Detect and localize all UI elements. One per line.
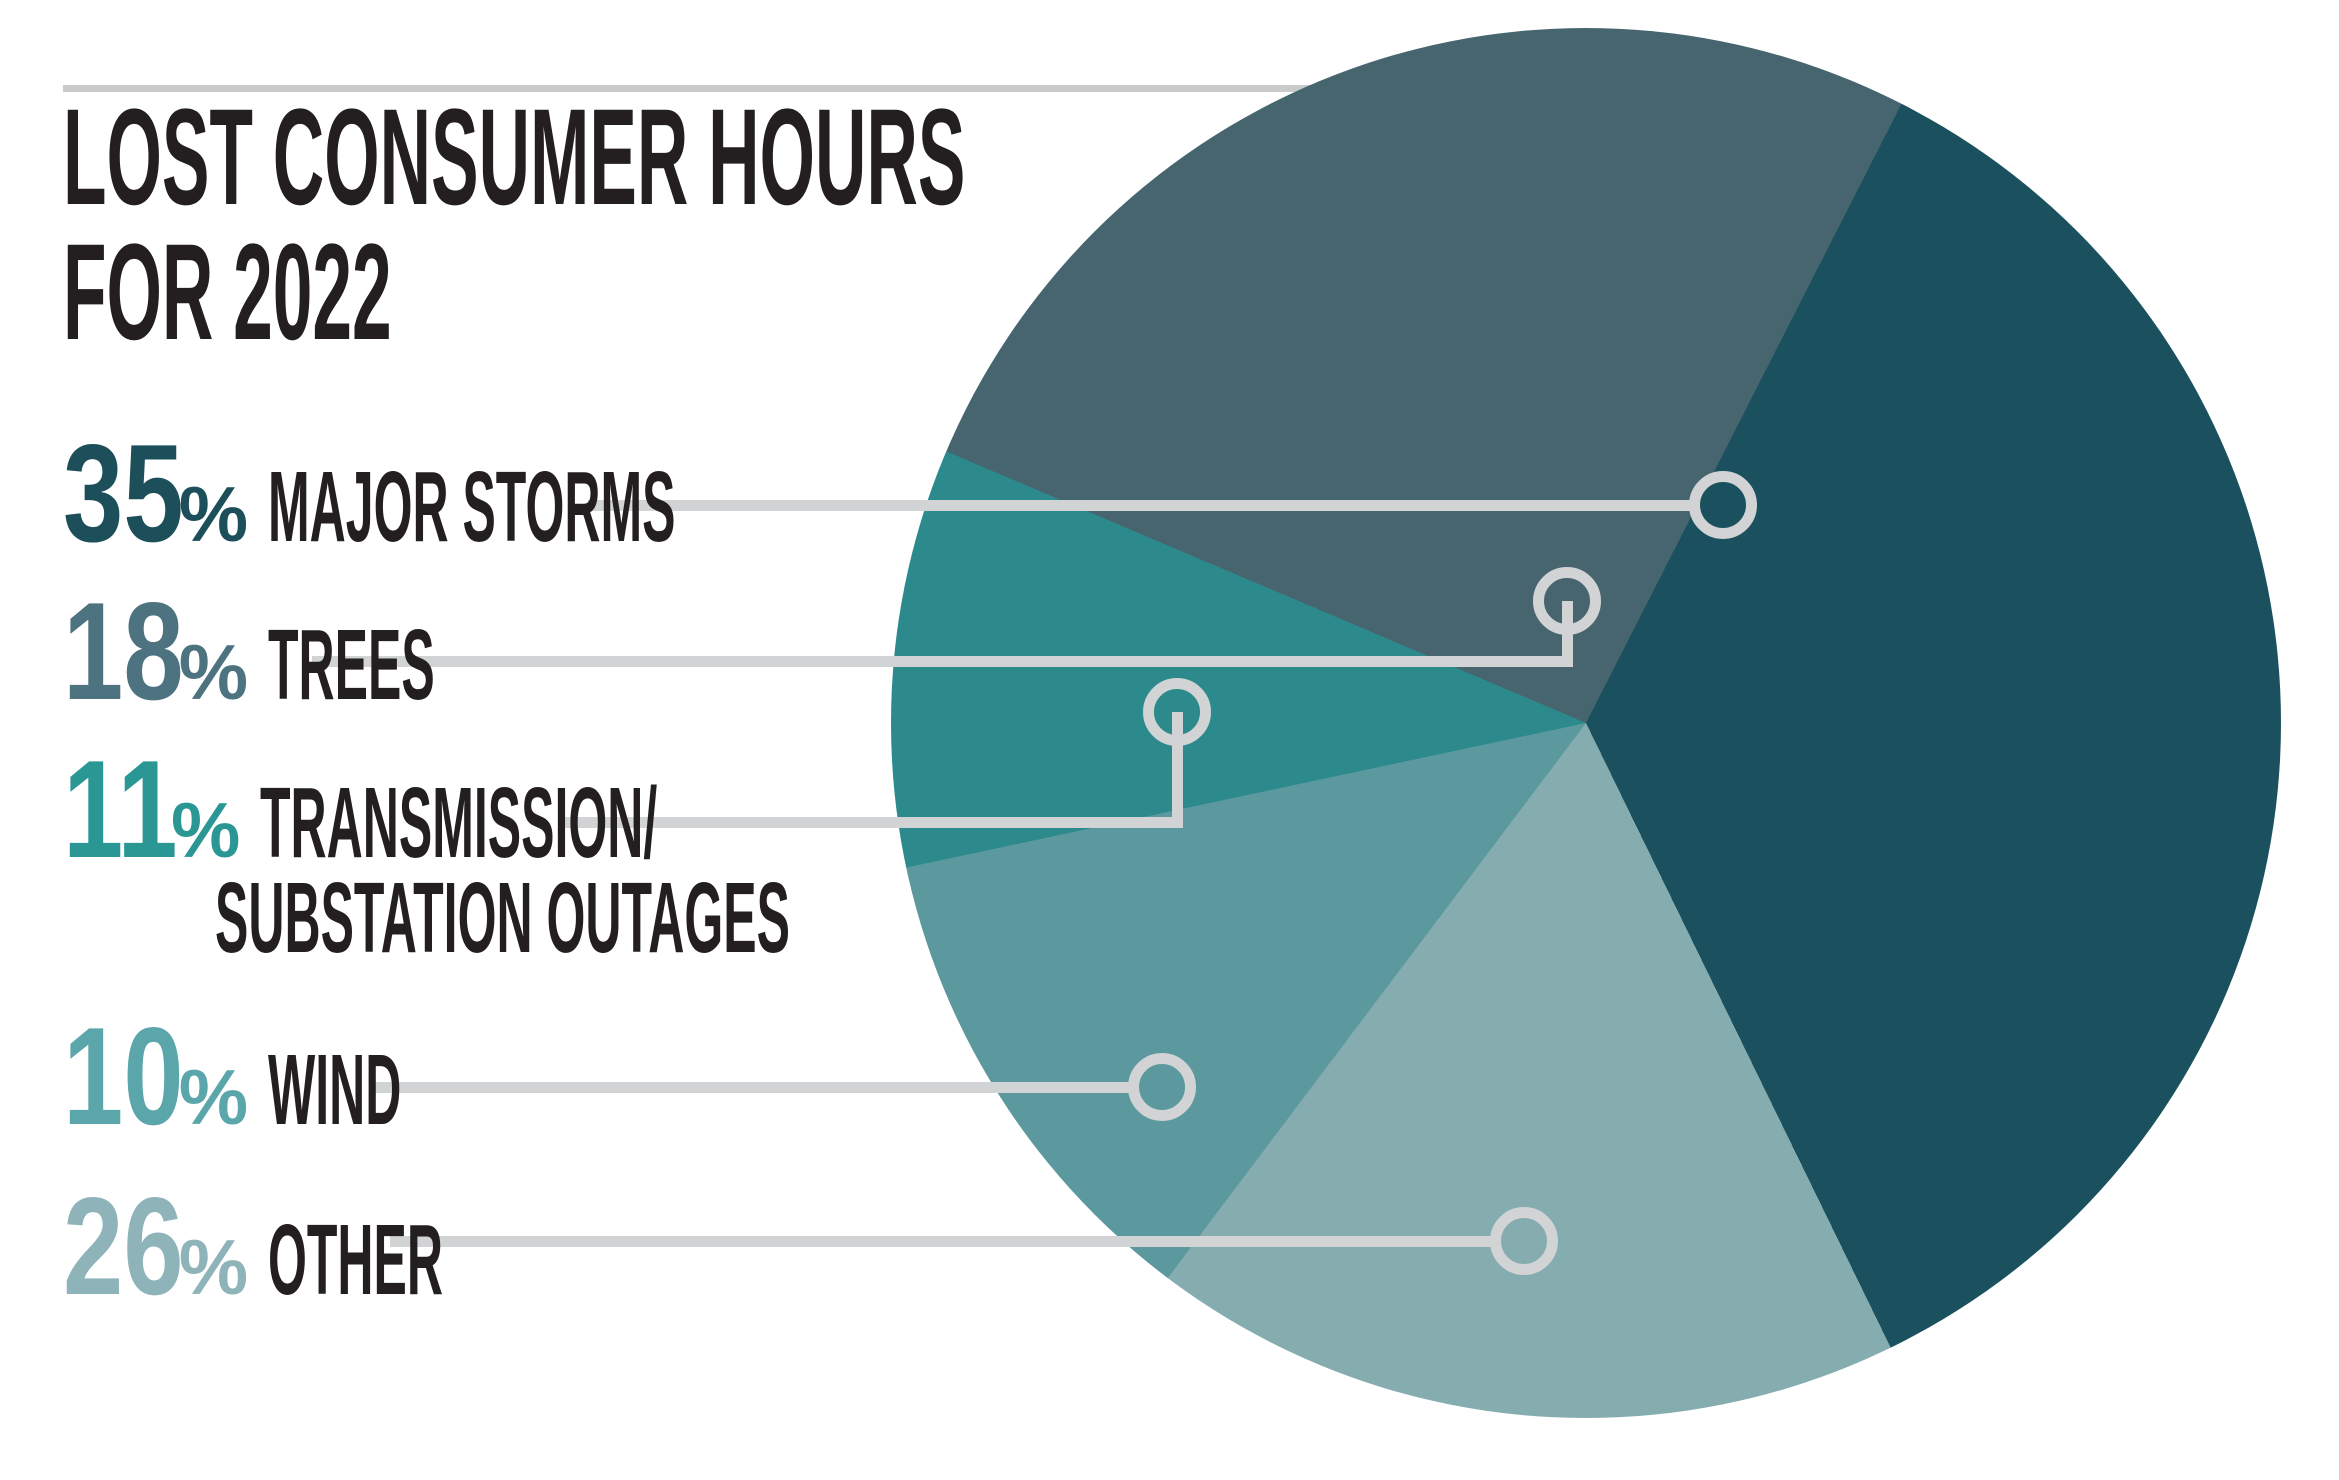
legend-percent-sign: % — [178, 470, 249, 558]
leader-line-other — [390, 1235, 1493, 1247]
legend-row-transmission: 11% TRANSMISSION/ SUBSTATION OUTAGES — [63, 732, 1055, 968]
legend-percent-sign: % — [171, 786, 241, 874]
legend-value: 18 — [63, 574, 184, 729]
leader-circle-storms — [1689, 471, 1757, 539]
leader-line-transmission — [558, 816, 1183, 828]
legend-percent-sign: % — [178, 1053, 249, 1141]
legend-row-major-storms: 35% MAJOR STORMS — [63, 424, 1083, 563]
legend-percent-sign: % — [178, 628, 249, 716]
legend-value: 11 — [63, 732, 178, 887]
leader-circle-trees — [1533, 567, 1601, 635]
leader-line-wind — [375, 1081, 1131, 1093]
pie-chart — [891, 28, 2281, 1418]
leader-line-storms — [588, 499, 1692, 511]
leader-stem-transmission — [1171, 712, 1183, 828]
title-line-2: FOR 2022 — [63, 216, 392, 369]
legend-value: 26 — [63, 1169, 184, 1324]
legend-label-line2: SUBSTATION OUTAGES — [215, 862, 790, 974]
legend-row-wind: 10% WIND — [63, 1007, 535, 1146]
legend-row-trees: 18% TREES — [63, 582, 601, 721]
leader-line-trees — [312, 655, 1572, 667]
legend-percent-sign: % — [178, 1223, 249, 1311]
leader-circle-wind — [1128, 1053, 1196, 1121]
title-line-1: LOST CONSUMER HOURS — [63, 81, 966, 234]
legend-label: TRANSMISSION/ — [260, 767, 658, 879]
leader-circle-other — [1490, 1207, 1558, 1275]
legend-label: MAJOR STORMS — [268, 451, 676, 563]
legend-label: TREES — [268, 609, 435, 721]
page-title: LOST CONSUMER HOURS FOR 2022 — [63, 81, 966, 369]
legend-row-other: 26% OTHER — [63, 1177, 618, 1316]
top-rule — [63, 84, 1313, 92]
legend-value: 10 — [63, 999, 184, 1154]
leader-circle-transmission — [1143, 678, 1211, 746]
legend-label: WIND — [268, 1034, 402, 1146]
legend-value: 35 — [63, 416, 184, 571]
legend-label: OTHER — [268, 1204, 444, 1316]
